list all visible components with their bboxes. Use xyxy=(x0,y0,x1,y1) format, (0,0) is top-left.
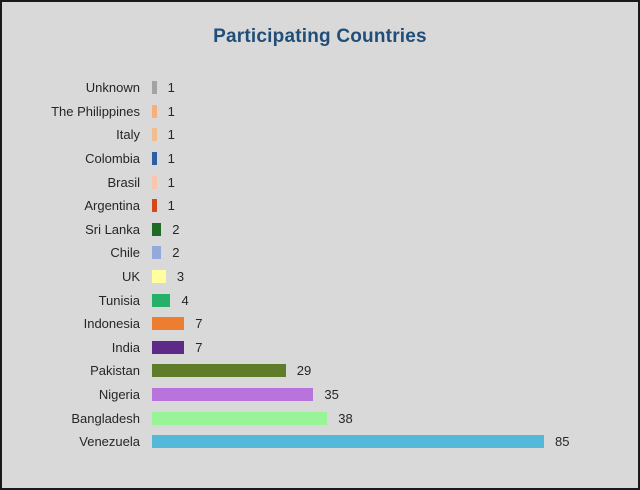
category-label: Sri Lanka xyxy=(85,221,140,237)
bar xyxy=(152,411,328,425)
bar xyxy=(152,104,157,118)
chart-row: India 7 xyxy=(12,336,638,360)
category-label: Argentina xyxy=(84,198,140,214)
chart-row: Bangladesh 38 xyxy=(12,406,638,430)
chart-row: Sri Lanka 2 xyxy=(12,218,638,242)
chart-row: Italy 1 xyxy=(12,123,638,147)
bar xyxy=(152,81,157,95)
chart-row: Venezuela 85 xyxy=(12,430,638,454)
bar xyxy=(152,246,162,260)
bar xyxy=(152,199,157,213)
value-label: 1 xyxy=(167,174,175,190)
category-label: Tunisia xyxy=(98,292,140,308)
bar xyxy=(152,175,157,189)
bar xyxy=(152,340,185,354)
chart-row: Argentina 1 xyxy=(12,194,638,218)
chart-row: Colombia 1 xyxy=(12,147,638,171)
chart-row: Pakistan 29 xyxy=(12,359,638,383)
category-label: Colombia xyxy=(85,151,140,167)
category-label: India xyxy=(111,339,140,355)
chart-row: Unknown 1 xyxy=(12,76,638,100)
bar xyxy=(152,364,286,378)
bar xyxy=(152,128,157,142)
chart-title: Participating Countries xyxy=(213,26,427,47)
chart-row: Chile 2 xyxy=(12,241,638,265)
bar xyxy=(152,270,166,284)
category-label: Unknown xyxy=(85,80,140,96)
category-label: Venezuela xyxy=(79,434,140,450)
value-label: 7 xyxy=(195,316,203,332)
value-label: 1 xyxy=(167,80,175,96)
category-label: Indonesia xyxy=(83,316,140,332)
value-label: 1 xyxy=(167,103,175,119)
category-label: Bangladesh xyxy=(71,410,140,426)
chart-row: The Philippines 1 xyxy=(12,100,638,124)
value-label: 2 xyxy=(172,245,180,261)
chart-row: UK 3 xyxy=(12,265,638,289)
value-label: 2 xyxy=(172,221,180,237)
value-label: 7 xyxy=(195,339,203,355)
bar xyxy=(152,222,162,236)
value-label: 1 xyxy=(167,127,175,143)
value-label: 1 xyxy=(167,198,175,214)
category-label: Italy xyxy=(116,127,140,143)
bar xyxy=(152,152,157,166)
chart-row: Indonesia 7 xyxy=(12,312,638,336)
bar xyxy=(152,317,185,331)
chart-row: Tunisia 4 xyxy=(12,288,638,312)
category-label: The Philippines xyxy=(51,103,140,119)
value-label: 29 xyxy=(296,363,312,379)
value-label: 85 xyxy=(555,434,570,450)
category-label: Chile xyxy=(110,245,140,261)
value-label: 38 xyxy=(338,410,353,426)
category-label: Pakistan xyxy=(90,363,140,379)
value-label: 4 xyxy=(181,292,189,308)
chart-row: Nigeria 35 xyxy=(12,383,638,407)
value-label: 3 xyxy=(176,269,185,285)
value-label: 35 xyxy=(324,387,339,403)
bar-chart: Unknown 1 The Philippines 1 Italy 1 Colombia 1 B… xyxy=(2,76,638,454)
bar xyxy=(152,293,171,307)
chart-row: Brasil 1 xyxy=(12,170,638,194)
bar xyxy=(152,388,314,402)
value-label: 1 xyxy=(167,151,175,167)
category-label: UK xyxy=(121,269,140,285)
bar xyxy=(152,435,544,449)
category-label: Brasil xyxy=(107,174,140,190)
category-label: Nigeria xyxy=(98,387,140,403)
